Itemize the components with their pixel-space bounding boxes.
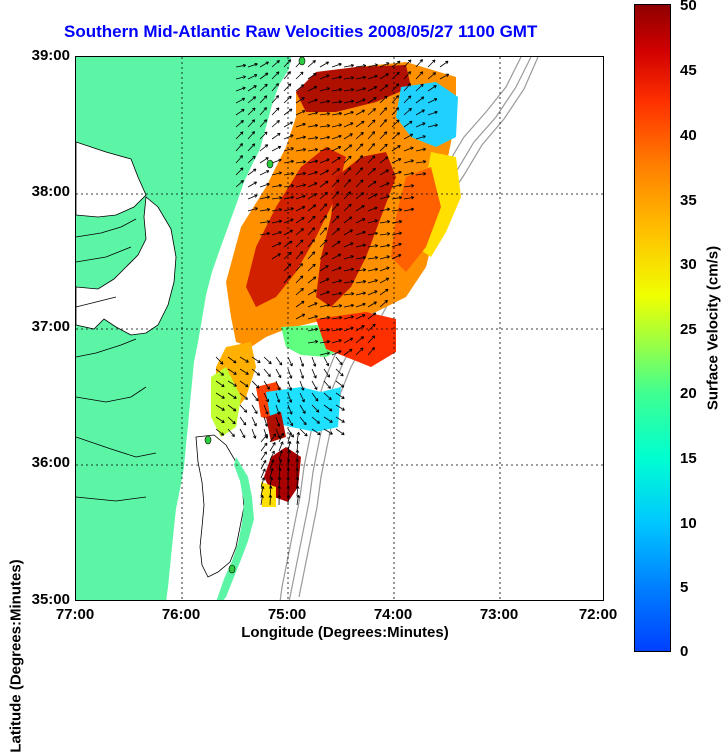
x-tick-label: 74:00	[373, 606, 413, 623]
colorbar-label: Surface Velocity (cm/s)	[704, 245, 722, 411]
y-tick-label: 36:00	[31, 454, 70, 471]
x-tick-label: 72:00	[578, 606, 618, 623]
colorbar-tick: 10	[680, 515, 697, 532]
y-tick-label: 39:00	[31, 47, 70, 64]
chesapeake-bay	[76, 141, 177, 336]
colorbar-tick: 40	[680, 127, 697, 144]
velocity-map	[76, 57, 603, 600]
land-fringe	[216, 457, 254, 600]
colorbar-tick: 5	[680, 579, 689, 596]
colorbar-tick: 0	[680, 643, 689, 660]
radar-stations	[204, 57, 306, 574]
velocity-arrows	[215, 59, 450, 506]
bay-tributaries	[76, 218, 157, 502]
colorbar-tick: 25	[680, 321, 697, 338]
colorbar-tick: 50	[680, 0, 697, 14]
x-tick-label: 73:00	[479, 606, 519, 623]
map-area	[75, 56, 604, 601]
x-axis-label: Longitude (Degrees:Minutes)	[241, 624, 449, 641]
y-tick-label: 38:00	[31, 183, 70, 200]
arrow-vectors	[215, 59, 450, 506]
nc-sound	[195, 434, 245, 578]
grid-lines	[76, 57, 603, 600]
y-axis-label: Latitude (Degrees:Minutes)	[7, 559, 25, 753]
y-tick-label: 37:00	[31, 318, 70, 335]
station-marker	[204, 435, 212, 445]
colorbar-tick: 20	[680, 385, 697, 402]
map-title: Southern Mid-Atlantic Raw Velocities 200…	[64, 22, 538, 41]
x-tick-label: 77:00	[55, 606, 95, 623]
x-tick-label: 75:00	[267, 606, 307, 623]
station-marker	[266, 159, 274, 169]
colorbar	[634, 4, 671, 652]
y-tick-label: 35:00	[31, 591, 70, 608]
colorbar-tick: 30	[680, 256, 697, 273]
x-tick-label: 76:00	[161, 606, 201, 623]
colorbar-tick: 35	[680, 192, 697, 209]
colorbar-tick: 15	[680, 450, 697, 467]
station-marker	[298, 57, 306, 66]
station-marker	[228, 564, 236, 574]
colorbar-tick: 45	[680, 62, 697, 79]
